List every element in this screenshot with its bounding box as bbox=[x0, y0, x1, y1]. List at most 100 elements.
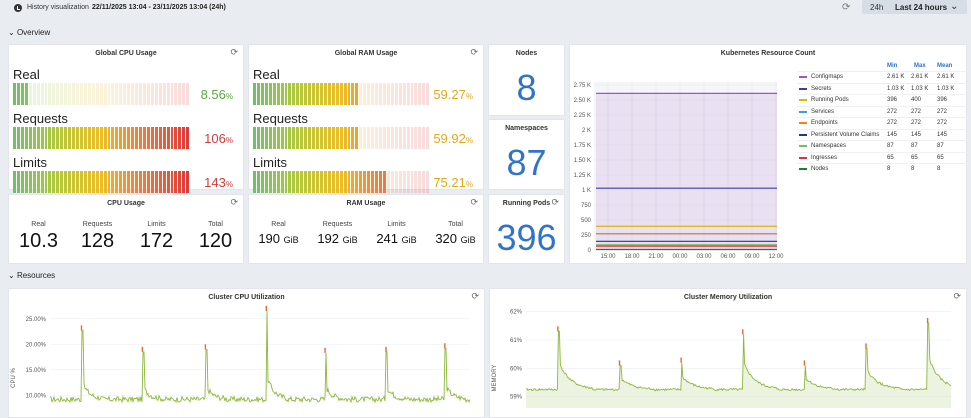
bar-segment bbox=[139, 83, 142, 105]
section-resources[interactable]: ⌄ Resources bbox=[8, 271, 56, 280]
bar-segment bbox=[150, 83, 154, 105]
bar-segment bbox=[355, 171, 359, 193]
bar-segment bbox=[386, 83, 390, 105]
y-tick-label: 1.75 K bbox=[574, 143, 591, 149]
bar-segment bbox=[32, 171, 36, 193]
x-tick-label: 15:00 bbox=[600, 254, 616, 260]
refresh-icon[interactable]: ⟳ bbox=[471, 291, 479, 301]
bar-segment bbox=[288, 171, 292, 193]
bar-segment bbox=[166, 171, 170, 193]
legend-header-mean[interactable]: Mean bbox=[937, 63, 953, 69]
refresh-icon[interactable]: ⟳ bbox=[230, 47, 238, 57]
y-tick-label: 1.25 K bbox=[574, 173, 591, 179]
bar-segment bbox=[264, 83, 268, 105]
ram-usage-panel: RAM Usage ⟳ Real 190 GiB Requests 192 GiB Li… bbox=[248, 194, 484, 264]
bar-segment bbox=[32, 127, 36, 149]
section-overview-label: Overview bbox=[16, 28, 51, 37]
bar-segment bbox=[319, 83, 323, 105]
legend-mean: 145 bbox=[937, 131, 948, 138]
bar-segment bbox=[170, 127, 174, 149]
bar-segment bbox=[170, 171, 174, 193]
bar-segment bbox=[410, 83, 414, 105]
bar-segment bbox=[111, 127, 115, 149]
x-tick-label: 18:00 bbox=[624, 254, 640, 260]
refresh-icon[interactable]: ⟳ bbox=[551, 197, 559, 207]
bar-segment bbox=[135, 171, 138, 193]
bar-segment bbox=[382, 171, 386, 193]
legend-header-max[interactable]: Max bbox=[914, 63, 926, 69]
bar-segment bbox=[296, 171, 300, 193]
bar-segment bbox=[68, 127, 72, 149]
stat-label: Real bbox=[271, 221, 286, 228]
bar-segment bbox=[386, 127, 390, 149]
bar-segment bbox=[76, 83, 79, 105]
bar-segment bbox=[127, 83, 131, 105]
legend-swatch bbox=[799, 99, 807, 101]
legend-header-min[interactable]: Min bbox=[887, 63, 898, 69]
time-picker[interactable]: 24h Last 24 hours ⌄ bbox=[862, 0, 967, 14]
refresh-icon[interactable]: ⟳ bbox=[470, 197, 478, 207]
y-tick-label: 2 K bbox=[582, 128, 591, 134]
bar-segment bbox=[87, 83, 91, 105]
bar-segment bbox=[300, 171, 304, 193]
stat-value: 120 bbox=[198, 230, 233, 252]
bar-segment bbox=[335, 83, 339, 105]
stat-label: Total bbox=[448, 221, 463, 228]
bar-segment bbox=[56, 127, 60, 149]
bar-segment bbox=[103, 171, 107, 193]
bar-segment bbox=[386, 171, 390, 193]
refresh-icon[interactable]: ⟳ bbox=[230, 197, 238, 207]
bar-segment bbox=[178, 127, 182, 149]
refresh-icon[interactable]: ⟳ bbox=[470, 47, 478, 57]
bar-segment bbox=[327, 171, 331, 193]
bar-segment bbox=[331, 127, 335, 149]
bar-segment bbox=[83, 171, 87, 193]
bar-percent-unit: % bbox=[225, 136, 233, 145]
bar-segment bbox=[103, 83, 107, 105]
bar-segment bbox=[150, 127, 154, 149]
legend-min: 272 bbox=[887, 120, 898, 126]
bar-segment bbox=[300, 83, 304, 105]
bar-segment bbox=[60, 171, 64, 193]
legend-mean: 87 bbox=[937, 143, 944, 149]
refresh-icon[interactable]: ⟳ bbox=[953, 291, 961, 301]
y-tick-label: 15.00% bbox=[26, 368, 47, 374]
bar-segment bbox=[410, 171, 414, 193]
legend-name: Running Pods bbox=[811, 97, 849, 103]
bar-segment bbox=[343, 83, 347, 105]
bar-segment bbox=[268, 171, 272, 193]
bar-segment bbox=[347, 83, 351, 105]
section-overview[interactable]: ⌄ Overview bbox=[8, 28, 51, 37]
legend-max: 1.03 K bbox=[911, 85, 929, 92]
legend-name: Ingresses bbox=[811, 154, 838, 161]
legend-max: 2.61 K bbox=[911, 74, 929, 80]
stat-value: 192 GiB bbox=[317, 231, 358, 246]
bar-segment bbox=[253, 127, 256, 149]
bar-segment bbox=[162, 83, 166, 105]
stat-value: 241 GiB bbox=[376, 231, 417, 246]
bar-segment bbox=[107, 127, 111, 149]
bar-segment bbox=[367, 171, 371, 193]
panel-title: Global CPU Usage bbox=[95, 50, 157, 57]
bar-segment bbox=[87, 127, 91, 149]
bar-percent: 59.92% bbox=[433, 131, 473, 146]
panel-title: Namespaces bbox=[505, 125, 548, 132]
bar-segment bbox=[139, 127, 142, 149]
bar-segment bbox=[418, 127, 422, 149]
bar-segment bbox=[60, 83, 64, 105]
time-picker-label: Last 24 hours bbox=[895, 3, 948, 12]
refresh-icon[interactable]: ⟳ bbox=[842, 2, 851, 13]
stat-cell: Requests 128 bbox=[68, 221, 127, 253]
legend-row: Endpoints 272 272 272 bbox=[797, 117, 967, 128]
bar-segment bbox=[123, 83, 127, 105]
plot-area bbox=[594, 82, 777, 250]
panel-title: Running Pods bbox=[502, 200, 551, 207]
bar-segment bbox=[276, 83, 280, 105]
bar-percent-unit: % bbox=[225, 92, 233, 101]
bar-segment bbox=[371, 127, 375, 149]
legend-max: 87 bbox=[911, 143, 918, 149]
bar-percent: 59.27% bbox=[433, 87, 473, 102]
bar-segment bbox=[142, 83, 146, 105]
bar-segment bbox=[280, 127, 284, 149]
bar-label: Limits bbox=[13, 155, 47, 170]
